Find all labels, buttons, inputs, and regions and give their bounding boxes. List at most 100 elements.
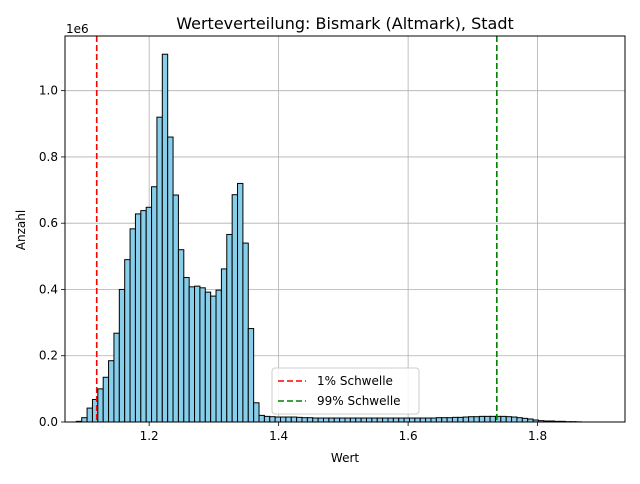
- y-axis-scale-label: 1e6: [66, 22, 89, 36]
- histogram-bar: [157, 117, 162, 422]
- histogram-bar: [436, 418, 441, 422]
- histogram-bar: [270, 417, 275, 422]
- histogram-bar: [221, 269, 226, 422]
- histogram-bar: [205, 292, 210, 422]
- histogram-bar: [195, 286, 200, 422]
- histogram-bar: [125, 260, 130, 422]
- histogram-bar: [98, 389, 103, 422]
- histogram-bar: [216, 290, 221, 422]
- histogram-bar: [469, 417, 474, 422]
- histogram-bar: [152, 187, 157, 422]
- histogram-bar: [168, 137, 173, 422]
- histogram-bar: [447, 418, 452, 422]
- histogram-bar: [313, 418, 318, 422]
- histogram-bar: [517, 418, 522, 422]
- histogram-bar: [399, 418, 404, 422]
- histogram-bar: [232, 195, 237, 422]
- histogram-bar: [522, 418, 527, 422]
- x-tick-label: 1.8: [528, 429, 547, 443]
- histogram-bar: [281, 417, 286, 422]
- legend-label: 99% Schwelle: [317, 394, 401, 408]
- histogram-bar: [291, 417, 296, 422]
- histogram-bar: [409, 418, 414, 422]
- histogram-bar: [275, 417, 280, 422]
- histogram-bar: [383, 418, 388, 422]
- histogram-bar: [420, 418, 425, 422]
- histogram-bar: [458, 417, 463, 422]
- histogram-bar: [173, 195, 178, 422]
- histogram-bar: [200, 288, 205, 422]
- histogram-bar: [254, 403, 259, 422]
- histogram-bar: [490, 416, 495, 422]
- y-tick-label: 0.6: [39, 216, 58, 230]
- histogram-bar: [512, 417, 517, 422]
- x-tick-label: 1.2: [140, 429, 159, 443]
- histogram-bar: [109, 361, 114, 422]
- histogram-bar: [404, 418, 409, 422]
- legend: 1% Schwelle 99% Schwelle: [272, 368, 419, 414]
- histogram-bar: [297, 417, 302, 422]
- histogram-bar: [372, 418, 377, 422]
- histogram-bar: [426, 418, 431, 422]
- y-tick-label: 0.0: [39, 415, 58, 429]
- histogram-bar: [442, 418, 447, 422]
- histogram-bar: [361, 418, 366, 422]
- histogram-bar: [388, 418, 393, 422]
- histogram-bar: [324, 418, 329, 422]
- legend-label: 1% Schwelle: [317, 374, 393, 388]
- histogram-bar: [350, 418, 355, 422]
- histogram-bar: [135, 214, 140, 422]
- y-tick-label: 1.0: [39, 84, 58, 98]
- histogram-bar: [501, 416, 506, 422]
- histogram-bar: [178, 250, 183, 422]
- histogram-bar: [130, 229, 135, 422]
- histogram-bar: [189, 287, 194, 422]
- histogram-bar: [474, 417, 479, 422]
- x-tick-label: 1.4: [269, 429, 288, 443]
- histogram-bar: [415, 418, 420, 422]
- histogram-bar: [146, 207, 151, 422]
- histogram-bar: [211, 296, 216, 422]
- chart-title: Werteverteilung: Bismark (Altmark), Stad…: [176, 14, 514, 33]
- y-tick-label: 0.8: [39, 150, 58, 164]
- histogram-bar: [431, 418, 436, 422]
- histogram-bar: [162, 54, 167, 422]
- histogram-bar: [340, 418, 345, 422]
- y-tick-label: 0.4: [39, 282, 58, 296]
- histogram-bar: [302, 418, 307, 422]
- histogram-bar: [264, 416, 269, 422]
- histogram-bar: [82, 418, 87, 422]
- histogram-bar: [119, 289, 124, 422]
- histogram-bar: [345, 418, 350, 422]
- histogram-bar: [334, 418, 339, 422]
- histogram-bar: [184, 278, 189, 422]
- histogram-bar: [318, 418, 323, 422]
- histogram-bar: [307, 418, 312, 422]
- histogram-bar: [452, 417, 457, 422]
- histogram-bar: [356, 418, 361, 422]
- x-tick-label: 1.6: [399, 429, 418, 443]
- histogram-bar: [463, 417, 468, 422]
- histogram-bar: [248, 329, 253, 422]
- y-tick-label: 0.2: [39, 349, 58, 363]
- histogram-bar: [506, 417, 511, 422]
- histogram-bar: [227, 234, 232, 422]
- histogram-bar: [286, 417, 291, 422]
- histogram-bar: [103, 377, 108, 422]
- y-axis-label: Anzahl: [14, 210, 28, 250]
- histogram-bar: [259, 415, 264, 422]
- histogram-bar: [377, 418, 382, 422]
- histogram-bar: [114, 333, 119, 422]
- histogram-bar: [238, 183, 243, 422]
- histogram-bar: [479, 416, 484, 422]
- histogram-bar: [329, 418, 334, 422]
- histogram-bar: [485, 416, 490, 422]
- histogram-bar: [366, 418, 371, 422]
- histogram-bar: [243, 243, 248, 422]
- histogram-bar: [393, 418, 398, 422]
- histogram-bar: [87, 408, 92, 422]
- histogram-bar: [141, 211, 146, 422]
- x-axis-label: Wert: [331, 451, 359, 465]
